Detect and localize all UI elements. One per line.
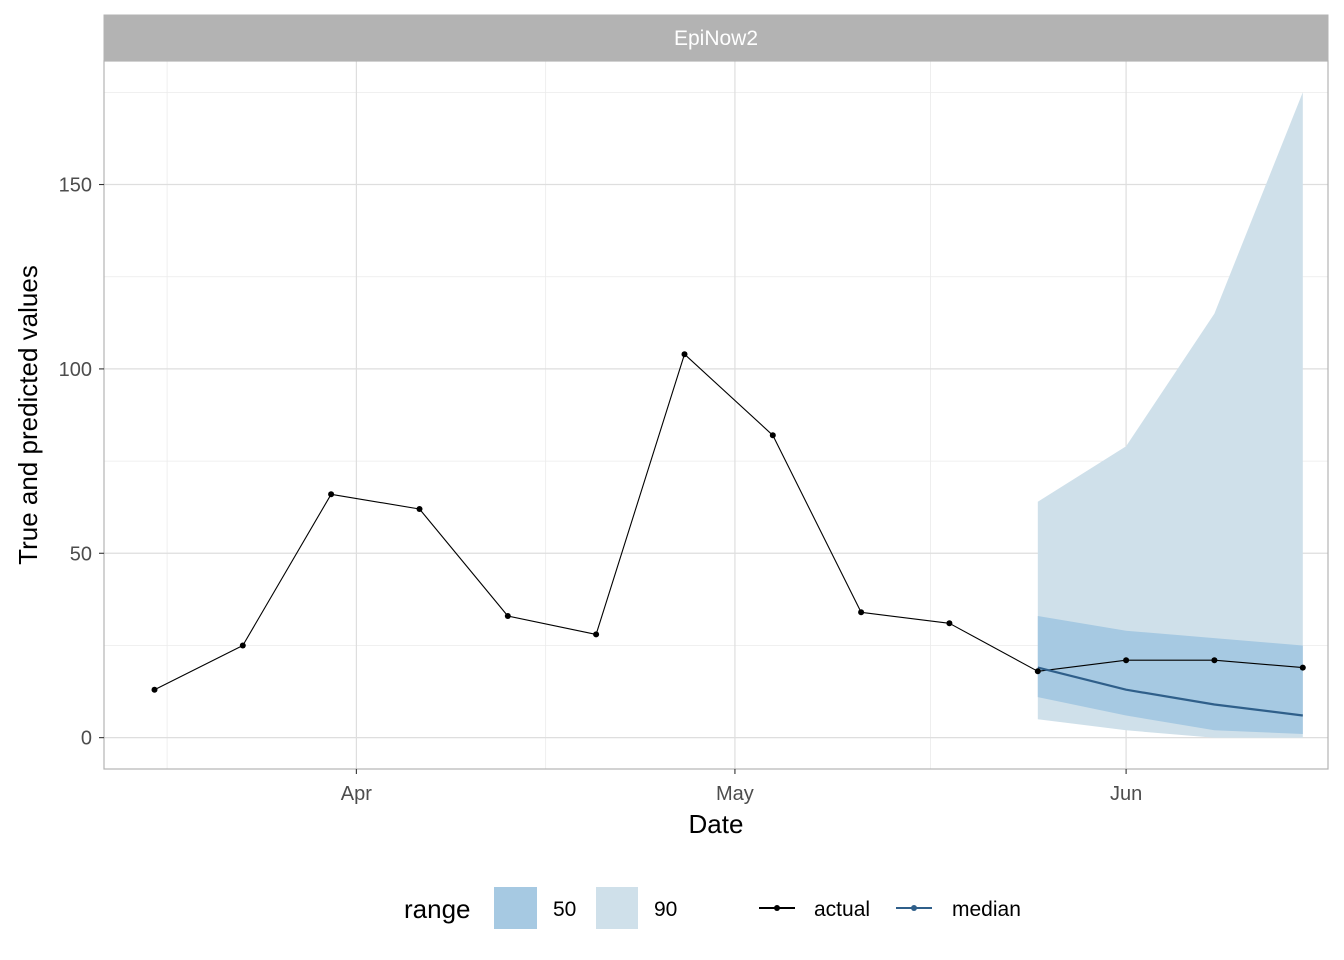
- actual-point: [504, 613, 511, 619]
- actual-point: [946, 620, 953, 627]
- x-tick-label: Apr: [341, 783, 372, 805]
- y-tick-label: 150: [59, 175, 92, 197]
- x-tick-label: May: [716, 783, 754, 805]
- range-90-band: [1037, 92, 1303, 738]
- x-axis-title: Date: [689, 809, 744, 839]
- facet-strip: [103, 14, 1329, 62]
- actual-point: [1299, 664, 1306, 671]
- actual-point: [593, 631, 600, 638]
- actual-point: [1034, 668, 1041, 675]
- actual-point: [1123, 657, 1130, 664]
- actual-point: [416, 506, 423, 512]
- legend-key-range-90: [596, 887, 638, 929]
- y-axis-title: True and predicted values: [13, 265, 43, 565]
- panel-border: [103, 60, 1329, 770]
- median-line: [1037, 666, 1303, 717]
- legend-label-median: median: [952, 898, 1021, 921]
- series-points: [151, 351, 1306, 693]
- y-tick-label: 100: [59, 359, 92, 381]
- y-tick-label: 0: [81, 728, 92, 750]
- actual-point: [151, 686, 158, 693]
- legend-key-range-50: [494, 887, 537, 929]
- actual-point: [328, 491, 335, 498]
- actual-point: [858, 609, 865, 616]
- facet-title: EpiNow2: [674, 27, 758, 50]
- prediction-ranges: [1037, 92, 1303, 738]
- actual-point: [1211, 657, 1218, 664]
- legend: range 50 90 actual median: [404, 887, 1021, 929]
- legend-point-actual: [774, 905, 780, 911]
- x-tick-label: Jun: [1110, 783, 1142, 805]
- legend-title: range: [404, 894, 471, 924]
- legend-point-median: [911, 905, 917, 911]
- legend-label-range-90: 90: [654, 898, 677, 921]
- y-axis: 0 50 100 150: [59, 175, 104, 750]
- y-tick-label: 50: [70, 543, 92, 565]
- series-lines: [154, 353, 1303, 717]
- actual-point: [769, 432, 776, 439]
- legend-label-actual: actual: [814, 898, 870, 921]
- legend-label-range-50: 50: [553, 898, 576, 921]
- actual-point: [239, 642, 246, 649]
- actual-line: [154, 353, 1303, 691]
- range-50-band: [1037, 616, 1303, 734]
- minor-gridlines: [104, 61, 1328, 769]
- x-axis: Apr May Jun: [341, 769, 1142, 805]
- actual-point: [681, 351, 688, 358]
